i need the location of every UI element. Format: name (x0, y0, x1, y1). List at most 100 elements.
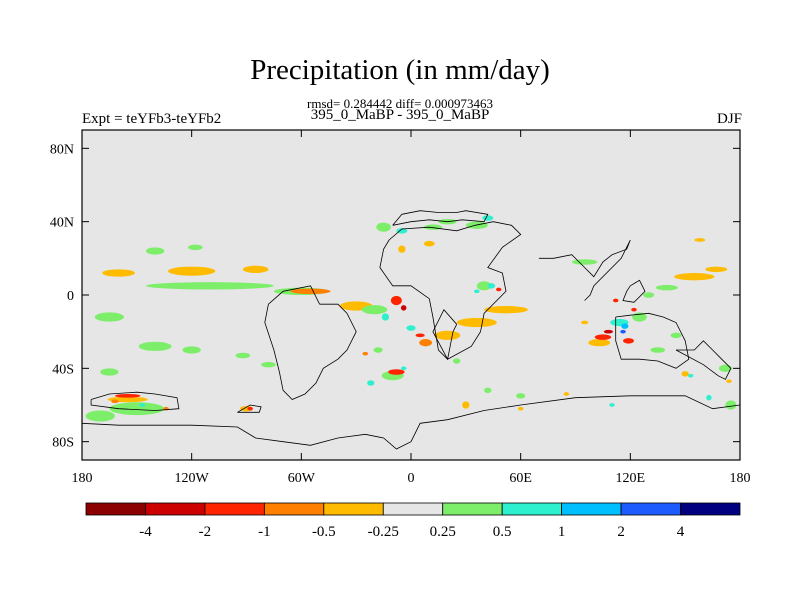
anomaly-patch (361, 305, 388, 315)
anomaly-patch (705, 266, 728, 273)
x-tick-label: 120E (616, 471, 646, 486)
colorbar-label: -0.25 (368, 524, 399, 540)
season-label: DJF (716, 111, 742, 127)
chart-title: Precipitation (in mm/day) (250, 54, 550, 86)
x-tick-label: 180 (730, 471, 751, 486)
colorbar-swatch (442, 502, 503, 516)
anomaly-patch (620, 329, 626, 334)
anomaly-patch (400, 366, 407, 371)
anomaly-patch (388, 369, 405, 375)
colorbar-label: -0.5 (312, 524, 336, 540)
coastline (622, 279, 646, 303)
anomaly-patch (434, 330, 461, 340)
coastline (432, 308, 458, 361)
anomaly-patch (145, 282, 274, 290)
anomaly-patch (588, 339, 611, 347)
anomaly-patch (621, 323, 629, 329)
anomaly-patch (396, 228, 408, 234)
anomaly-patch (674, 273, 715, 281)
anomaly-patch (423, 240, 435, 247)
anomaly-patch (694, 238, 706, 242)
y-tick-label: 80N (50, 142, 74, 157)
anomaly-patch (681, 371, 689, 377)
anomaly-patch (580, 320, 589, 325)
x-tick-label: 120W (175, 471, 210, 486)
anomaly-patch (167, 266, 216, 276)
colorbar-label: 0.25 (430, 524, 456, 540)
colorbar-swatch (85, 502, 146, 516)
anomaly-patch (362, 351, 369, 356)
colorbar-label: -4 (139, 524, 152, 540)
anomaly-patch (242, 265, 269, 274)
anomaly-patch (94, 312, 125, 322)
anomaly-patch (376, 222, 391, 232)
colorbar-label: 0.5 (493, 524, 512, 540)
anomaly-patch (726, 379, 732, 383)
anomaly-patch (643, 292, 655, 298)
anomaly-patch (453, 358, 461, 364)
anomaly-patch (247, 406, 253, 411)
colorbar-label: 2 (617, 524, 625, 540)
coastline (81, 395, 741, 450)
anomaly-patch (670, 332, 682, 339)
anomaly-patch (482, 215, 494, 221)
coastline (615, 312, 690, 369)
anomaly-patch (188, 244, 203, 251)
anomaly-patch (398, 245, 406, 253)
stats-label: rmsd= 0.284442 diff= 0.000973463 (307, 96, 493, 111)
coastline (90, 391, 180, 411)
x-tick-label: 0 (408, 471, 415, 486)
anomaly-patch (612, 298, 619, 303)
x-tick-label: 60W (288, 471, 316, 486)
colorbar-swatch (263, 502, 325, 516)
anomaly-patch (373, 347, 383, 353)
colorbar-label: 1 (558, 524, 566, 540)
anomaly-patch (182, 346, 201, 354)
coastline (392, 210, 489, 226)
anomaly-patch (516, 393, 526, 399)
anomaly-patch (476, 281, 492, 291)
anomaly-patch (100, 368, 119, 376)
colorbar-swatch (680, 502, 741, 516)
anomaly-patch (650, 347, 666, 353)
anomaly-patch (114, 394, 141, 398)
anomaly-patch (594, 334, 612, 340)
coastline (675, 340, 732, 380)
y-tick-label: 80S (52, 436, 74, 451)
anomaly-patch (563, 392, 570, 396)
anomaly-patch (487, 283, 496, 289)
anomaly-patch (456, 317, 497, 328)
y-tick-label: 40S (52, 362, 74, 377)
x-tick-label: 60E (509, 471, 532, 486)
anomaly-patch (609, 403, 615, 407)
colorbar-label: -2 (199, 524, 212, 540)
anomaly-patch (85, 410, 115, 422)
anomaly-patch (290, 288, 331, 295)
anomaly-patch (367, 380, 375, 386)
anomaly-patch (462, 401, 470, 409)
coastline (264, 285, 357, 400)
colorbar-label: -1 (258, 524, 271, 540)
anomaly-patch (381, 313, 390, 321)
colorbar-swatch (501, 502, 563, 516)
colorbar-swatch (561, 502, 622, 516)
y-tick-label: 0 (67, 289, 74, 304)
anomaly-patch (484, 387, 492, 394)
anomaly-patch (687, 373, 694, 378)
center-subtitle: 395_0_MaBP - 395_0_MaBP (310, 107, 490, 123)
colorbar-label: 4 (677, 524, 685, 540)
anomaly-patch (139, 403, 146, 407)
anomaly-patch (415, 333, 425, 338)
anomaly-patch (706, 394, 712, 401)
colorbar-swatch (204, 502, 265, 516)
plot-background (82, 130, 740, 460)
anomaly-patch (571, 259, 598, 265)
anomaly-patch (390, 295, 402, 306)
y-tick-label: 40N (50, 216, 74, 231)
coastline (379, 221, 522, 360)
colorbar-swatch (620, 502, 681, 516)
anomaly-patch (603, 329, 613, 334)
anomaly-patch (261, 361, 276, 368)
anomaly-patch (235, 352, 251, 359)
